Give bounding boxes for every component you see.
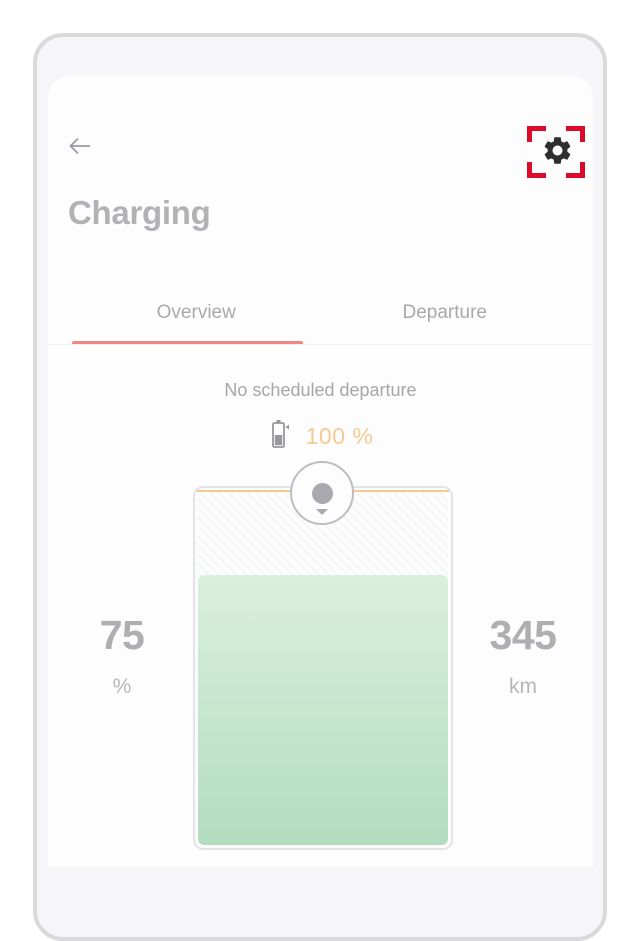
back-button[interactable] (62, 130, 98, 166)
page-title: Charging (68, 194, 211, 231)
slider-handle-dot (311, 482, 333, 504)
departure-status-text: No scheduled departure (224, 380, 417, 400)
soc-value: 75 (99, 612, 145, 658)
tab-departure-label: Departure (402, 302, 488, 323)
tab-departure[interactable]: Departure (321, 296, 570, 345)
charge-limit-row: 100 % (48, 419, 593, 454)
active-tab-underline (72, 341, 304, 345)
tab-bar: Overview Departure (72, 296, 569, 345)
battery-fill (198, 575, 448, 845)
chevron-down-icon (316, 509, 328, 515)
charge-limit-slider-handle[interactable] (290, 461, 354, 525)
range-value: 345 (489, 612, 557, 658)
tab-overview[interactable]: Overview (72, 296, 321, 345)
state-of-charge-stat: 75 % (67, 612, 177, 699)
battery-gauge (193, 486, 453, 850)
soc-unit: % (112, 675, 132, 698)
settings-button[interactable] (539, 135, 575, 171)
tab-overview-label: Overview (156, 302, 236, 323)
battery-charging-icon (268, 419, 290, 454)
left-arrow-icon (64, 130, 96, 167)
range-stat: 345 km (468, 612, 578, 699)
gear-icon (541, 134, 574, 172)
charge-limit-value: 100 % (305, 422, 374, 449)
tab-divider (48, 344, 593, 345)
range-unit: km (509, 675, 537, 698)
